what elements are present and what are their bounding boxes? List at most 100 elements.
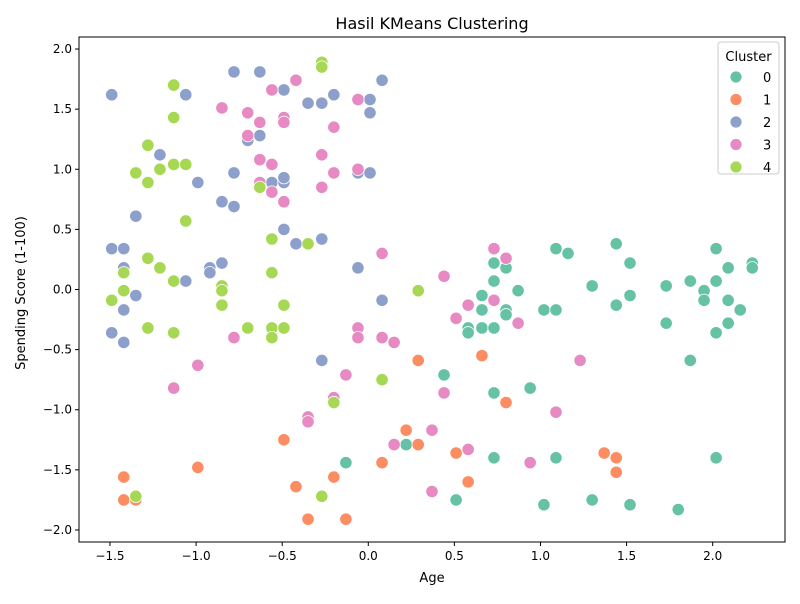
cluster-0-point [697,293,711,307]
cluster-4-point [141,321,155,335]
cluster-3-point [277,195,291,209]
cluster-1-point [609,465,623,479]
cluster-0-point [659,316,673,330]
cluster-4-point [167,274,181,288]
cluster-3-point [425,423,439,437]
cluster-3-point [339,368,353,382]
y-tick-label: −1.0 [43,403,72,417]
legend: Cluster 0 1 2 3 4 [717,41,780,176]
cluster-1-point [411,438,425,452]
cluster-0-point [623,288,637,303]
y-tick-label: −1.5 [43,463,72,477]
cluster-1-point [449,446,463,460]
cluster-3-point [315,180,329,194]
legend-label-2: 2 [763,116,771,131]
cluster-4-point [167,110,181,125]
cluster-3-point [215,101,229,115]
y-tick-label: 1.0 [53,162,72,176]
cluster-4-point [141,138,155,152]
cluster-2-point [129,288,143,303]
cluster-4-point [117,284,131,298]
cluster-0-point [709,326,723,340]
cluster-3-point [387,335,401,350]
legend-label-3: 3 [763,139,771,154]
y-tick-label: −0.5 [43,343,72,357]
x-tick-label: 2.0 [703,549,722,563]
cluster-0-point [475,321,489,335]
cluster-1-point [327,470,341,484]
cluster-3-point [461,442,475,457]
cluster-2-point [363,106,377,120]
legend-title: Cluster [725,50,772,65]
cluster-3-point [265,185,279,199]
cluster-0-point [475,303,489,317]
plot-area: −1.5 −1.0 −0.5 0.0 0.5 1.0 1.5 2.0 −2.0 −1.5 −1.0 −… [43,36,786,563]
cluster-0-point [683,353,697,368]
y-tick-label: 1.5 [53,102,72,116]
legend-marker-1 [729,93,743,106]
cluster-2-point [215,256,229,270]
cluster-2-point [105,326,119,340]
cluster-0-point [721,316,735,330]
cluster-2-point [363,92,377,107]
cluster-0-point [623,498,637,512]
cluster-3-point [265,157,279,172]
cluster-2-point [105,88,119,102]
cluster-3-point [301,415,315,429]
cluster-4-point [153,261,167,275]
cluster-2-point [289,237,303,251]
cluster-0-point [721,261,735,275]
cluster-4-point [167,157,181,172]
cluster-1-series [117,349,623,526]
cluster-2-point [215,195,229,209]
cluster-4-point [179,157,193,172]
x-tick-label: −1.0 [182,549,211,563]
cluster-3-point [549,405,563,419]
cluster-4-point [253,180,267,194]
chart-title: Hasil KMeans Clustering [335,14,528,33]
cluster-2-point [301,96,315,110]
cluster-2-point [153,148,167,162]
cluster-2-point [227,166,241,180]
cluster-4-point [265,232,279,246]
cluster-1-point [277,433,291,447]
cluster-0-point [709,451,723,465]
cluster-4-point [141,175,155,190]
cluster-1-point [191,460,205,475]
cluster-4-point [315,489,329,503]
legend-label-0: 0 [763,71,771,86]
cluster-2-point [351,261,365,275]
cluster-0-point [487,256,501,270]
cluster-4-point [241,321,255,335]
cluster-0-point [709,274,723,288]
cluster-3-point [289,73,303,87]
cluster-4-point [179,214,193,228]
legend-label-1: 1 [763,94,771,109]
cluster-3-point [265,83,279,97]
cluster-3-point [227,330,241,345]
x-tick-label: −0.5 [268,549,297,563]
cluster-3-point [511,316,525,330]
cluster-3-point [461,298,475,312]
cluster-1-point [117,493,131,507]
cluster-0-point [449,493,463,507]
cluster-2-point [117,303,131,317]
cluster-0-point [659,279,673,293]
cluster-0-point [585,279,599,293]
cluster-0-point [399,438,413,452]
cluster-0-point [537,303,551,317]
cluster-0-point [437,368,451,382]
cluster-0-series [339,237,759,517]
cluster-1-point [289,480,303,494]
cluster-4-point [265,266,279,280]
cluster-0-point [549,303,563,317]
cluster-1-point [117,470,131,484]
cluster-3-series [167,73,587,499]
cluster-0-point [487,386,501,400]
x-axis-label: Age [419,571,444,586]
legend-marker-3 [729,138,743,151]
cluster-3-point [573,353,587,368]
cluster-0-point [609,298,623,312]
cluster-4-point [215,298,229,312]
